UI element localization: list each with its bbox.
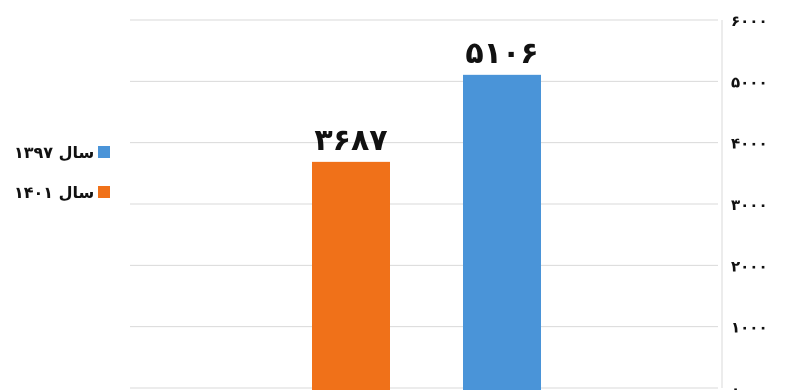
legend-swatch-1397 bbox=[98, 146, 111, 158]
y-axis-tick-labels: ۰ ۱۰۰۰ ۲۰۰۰ ۳۰۰۰ ۴۰۰۰ ۵۰۰۰ ۶۰۰۰ bbox=[731, 12, 768, 390]
y-tick-label: ۱۰۰۰ bbox=[731, 319, 768, 337]
legend-item-1401: سال ۱۴۰۱ bbox=[14, 180, 111, 204]
y-tick-label: ۲۰۰۰ bbox=[731, 257, 768, 275]
bar bbox=[312, 161, 390, 390]
y-tick-label: ۴۰۰۰ bbox=[731, 135, 768, 153]
legend-label-1397: سال ۱۳۹۷ bbox=[14, 142, 95, 162]
bar-data-label: ۳۶۸۷ bbox=[314, 123, 387, 158]
y-tick-label: ۰ bbox=[731, 380, 740, 390]
legend-item-1397: سال ۱۳۹۷ bbox=[14, 140, 111, 164]
legend: سال ۱۳۹۷ سال ۱۴۰۱ bbox=[14, 140, 111, 220]
bar-data-label: ۵۱۰۶ bbox=[465, 36, 538, 71]
y-tick-label: ۳۰۰۰ bbox=[731, 196, 768, 214]
gridlines bbox=[130, 19, 723, 389]
bars bbox=[312, 74, 541, 390]
data-labels: ۳۶۸۷ ۵۱۰۶ bbox=[314, 36, 538, 158]
bar bbox=[463, 74, 541, 390]
legend-label-1401: سال ۱۴۰۱ bbox=[14, 182, 95, 202]
y-tick-label: ۵۰۰۰ bbox=[731, 73, 768, 91]
legend-swatch-1401 bbox=[98, 186, 111, 198]
y-tick-label: ۶۰۰۰ bbox=[731, 12, 768, 30]
